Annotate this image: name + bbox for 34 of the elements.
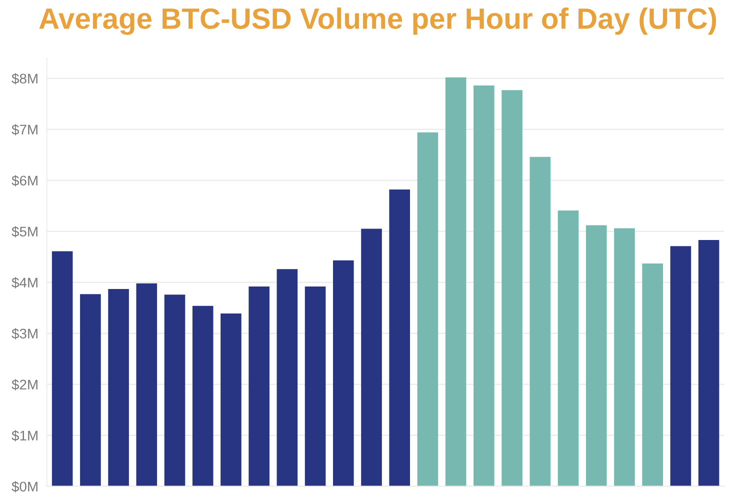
bar [52,251,73,486]
y-tick-label: $6M [12,175,38,186]
bar [417,132,438,486]
y-tick-label: $4M [12,277,38,288]
bar [389,190,410,486]
y-tick-label: $0M [12,481,38,492]
y-tick-label: $3M [12,328,38,340]
bar [670,246,692,486]
bar [248,286,270,486]
y-tick-label: $2M [12,379,38,390]
bar [502,90,522,486]
bar [136,283,158,486]
bar [361,228,382,486]
bar [164,294,186,486]
bar [558,210,579,486]
bar [108,288,129,486]
y-tick-label: $5M [12,226,38,238]
bar [304,286,326,486]
bar [586,225,607,486]
bar [333,260,354,486]
bar [698,240,720,486]
bar [445,77,466,486]
bar [614,228,635,486]
y-tick-label: $7M [12,124,38,136]
bar [80,294,101,486]
bar [220,313,242,486]
bar [192,306,214,486]
bar [530,156,551,486]
y-tick-label: $8M [12,73,38,84]
bar [642,263,663,486]
chart-title: Average BTC-USD Volume per Hour of Day (UTC) [39,8,716,35]
y-tick-label: $1M [12,430,38,442]
bar [474,86,494,486]
bar [276,269,298,486]
